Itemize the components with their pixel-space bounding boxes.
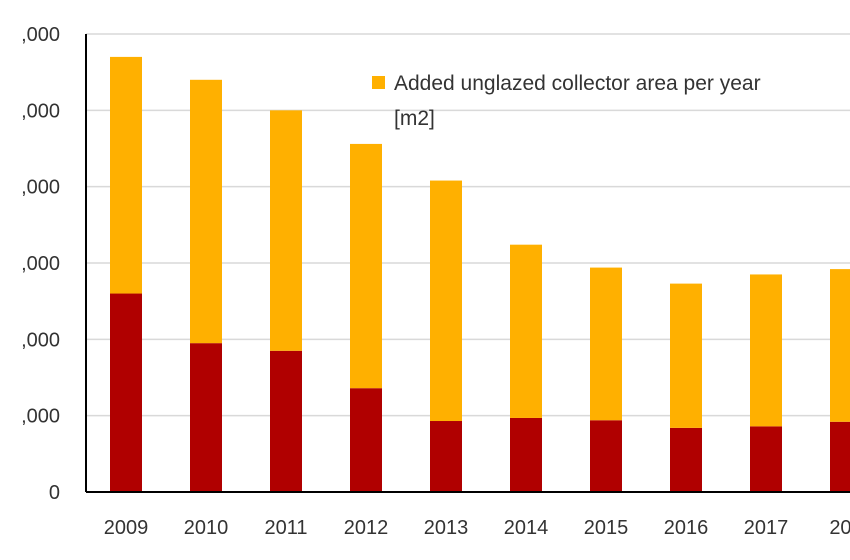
y-tick-label: 0 <box>49 482 60 504</box>
x-tick-labels: 2009 2010 2011 2012 2013 2014 2015 2016 2017 201 <box>104 517 850 539</box>
bar-segment-series-1-2016 <box>670 283 702 428</box>
bar-segment-series-0-2009 <box>110 293 142 492</box>
y-tick-label: ,000 <box>21 329 60 351</box>
x-tick-label: 201 <box>829 517 850 539</box>
bar-segment-series-1-2017 <box>750 274 782 427</box>
bar-segment-series-0-2015 <box>590 420 622 492</box>
bars <box>110 56 850 492</box>
axes <box>85 34 850 493</box>
bar-segment-series-1-2013 <box>430 180 462 422</box>
bar-segment-series-0-2016 <box>670 427 702 492</box>
bar-segment-series-1-2014 <box>510 244 542 418</box>
bar-segment-series-0-2012 <box>350 388 382 492</box>
x-tick-label: 2013 <box>424 517 469 539</box>
x-tick-label: 2010 <box>184 517 229 539</box>
y-tick-label: ,000 <box>21 253 60 275</box>
bar-segment-series-0-2011 <box>270 350 302 492</box>
legend-label-line-2: [m2] <box>394 107 435 130</box>
y-tick-label: ,000 <box>21 100 60 122</box>
y-tick-label: ,000 <box>21 406 60 428</box>
bar-segment-series-1-2012 <box>350 143 382 389</box>
x-tick-label: 2017 <box>744 517 789 539</box>
x-tick-label: 2009 <box>104 517 149 539</box>
bar-segment-series-1-201 <box>830 269 850 422</box>
bar-segment-series-0-2013 <box>430 421 462 492</box>
bar-segment-series-1-2011 <box>270 110 302 351</box>
bar-segment-series-0-2010 <box>190 343 222 492</box>
bar-segment-series-0-2014 <box>510 417 542 492</box>
bar-segment-series-1-2009 <box>110 56 142 294</box>
legend-swatch <box>372 76 385 89</box>
x-tick-label: 2014 <box>504 517 549 539</box>
legend-label-line-1: Added unglazed collector area per year <box>394 72 761 95</box>
y-tick-label: ,000 <box>21 24 60 46</box>
y-tick-label: ,000 <box>21 177 60 199</box>
bar-segment-series-1-2015 <box>590 267 622 421</box>
bar-segment-series-0-201 <box>830 421 850 492</box>
legend: Added unglazed collector area per year [… <box>372 72 761 130</box>
bar-segment-series-1-2010 <box>190 79 222 344</box>
x-tick-label: 2011 <box>264 517 307 539</box>
x-tick-label: 2015 <box>584 517 629 539</box>
y-tick-labels: ,000 ,000 ,000 ,000 ,000 ,000 0 <box>21 24 60 504</box>
x-tick-label: 2012 <box>344 517 389 539</box>
x-tick-label: 2016 <box>664 517 709 539</box>
bar-segment-series-0-2017 <box>750 426 782 492</box>
